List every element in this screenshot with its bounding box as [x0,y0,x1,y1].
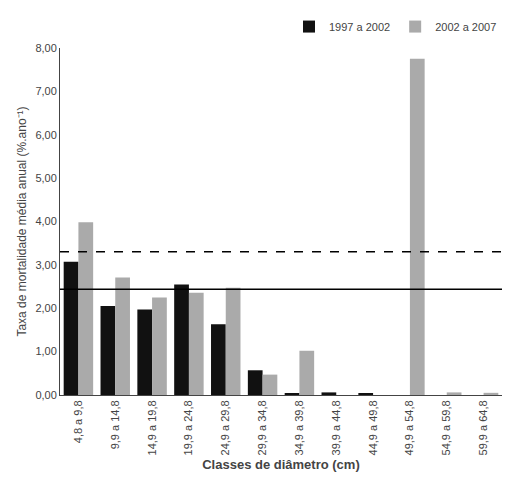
svg-text:0,00: 0,00 [35,389,56,401]
svg-text:7,00: 7,00 [35,85,56,97]
svg-text:2,00: 2,00 [35,302,56,314]
svg-text:9,9 a 14,8: 9,9 a 14,8 [109,400,121,449]
svg-text:24,9 a 29,8: 24,9 a 29,8 [219,400,231,455]
svg-text:54,9 a 59,8: 54,9 a 59,8 [440,400,452,455]
svg-text:2002 a 2007: 2002 a 2007 [435,21,496,33]
svg-text:Classes de diâmetro (cm): Classes de diâmetro (cm) [202,457,360,472]
svg-text:8,00: 8,00 [35,42,56,54]
svg-text:1,00: 1,00 [35,345,56,357]
svg-text:4,00: 4,00 [35,215,56,227]
svg-text:19,9 a 24,8: 19,9 a 24,8 [182,400,194,455]
svg-text:44,9 a 49,8: 44,9 a 49,8 [367,400,379,455]
svg-text:29,9 a 34,8: 29,9 a 34,8 [256,400,268,455]
svg-text:34,9 a 39,8: 34,9 a 39,8 [293,400,305,455]
svg-text:39,9 a 44,8: 39,9 a 44,8 [330,400,342,455]
svg-text:1997 a 2002: 1997 a 2002 [329,21,390,33]
svg-text:3,00: 3,00 [35,259,56,271]
svg-text:5,00: 5,00 [35,172,56,184]
svg-text:14,9 a 19,8: 14,9 a 19,8 [146,400,158,455]
svg-text:49,9 a 54,8: 49,9 a 54,8 [403,400,415,455]
svg-text:6,00: 6,00 [35,129,56,141]
svg-text:59,9 a 64,8: 59,9 a 64,8 [477,400,489,455]
svg-text:Taxa de mortalidade média anua: Taxa de mortalidade média anual (%.ano⁻¹… [15,106,29,336]
svg-text:4,8 a 9,8: 4,8 a 9,8 [72,400,84,443]
